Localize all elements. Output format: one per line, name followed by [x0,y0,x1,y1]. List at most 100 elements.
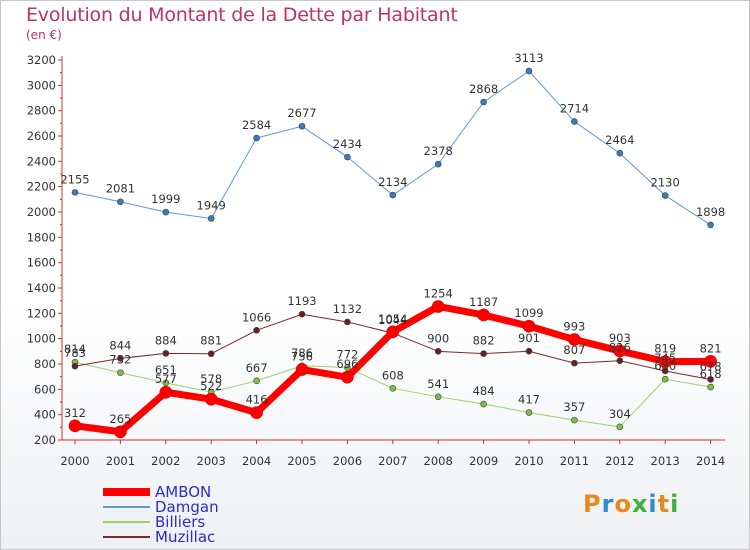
data-label-billiers: 618 [700,367,722,381]
data-point-ambon [568,333,581,346]
x-tick-label: 2008 [424,454,453,468]
data-label-billiers: 608 [382,368,404,382]
data-label-ambon: 819 [654,342,676,356]
data-point-billiers [162,379,170,387]
data-label-ambon: 416 [246,393,268,407]
data-label-damgan: 2130 [651,176,680,190]
y-tick-label: 2400 [27,154,56,168]
data-point-muzillac [298,310,306,318]
data-label-muzillac: 1066 [242,310,271,324]
x-tick-label: 2001 [106,454,135,468]
data-point-damgan [707,221,714,229]
x-tick-label: 2004 [242,454,271,468]
data-point-damgan [344,153,351,161]
data-point-muzillac [571,359,578,367]
data-point-damgan [117,198,124,206]
data-label-ambon: 821 [700,341,722,355]
data-label-muzillac: 678 [700,359,722,373]
data-point-muzillac [661,367,669,375]
data-label-damgan: 1898 [696,205,725,219]
data-label-damgan: 2714 [560,102,589,116]
legend-label-ambon: AMBON [155,483,211,501]
y-tick-label: 2800 [27,104,56,118]
data-point-ambon [159,385,173,399]
data-point-billiers [707,383,714,391]
data-point-billiers [344,364,351,371]
data-label-muzillac: 881 [200,334,222,348]
data-label-billiers: 484 [473,384,495,398]
data-point-damgan [71,189,79,196]
data-point-muzillac [253,327,260,334]
data-point-damgan [298,122,306,130]
data-point-damgan [571,118,578,125]
data-label-ambon: 577 [155,372,177,386]
x-tick-label: 2005 [287,454,316,468]
data-label-damgan: 2378 [424,144,453,158]
y-tick-label: 2000 [27,205,56,219]
data-point-muzillac [71,362,79,370]
data-label-muzillac: 900 [427,331,449,345]
data-label-damgan: 1999 [151,192,180,206]
data-label-billiers: 417 [518,393,540,407]
x-tick-label: 2006 [333,454,362,468]
data-point-billiers [389,385,397,392]
data-label-muzillac: 844 [109,338,131,352]
y-tick-label: 1400 [27,281,56,295]
x-tick-label: 2007 [378,454,407,468]
data-point-billiers [571,416,578,424]
logo-letter: t [657,490,671,518]
data-label-ambon: 1187 [469,295,498,309]
data-point-billiers [616,423,624,431]
x-tick-label: 2009 [469,454,498,468]
y-tick-label: 1000 [27,332,56,346]
data-point-ambon [658,355,672,368]
data-label-muzillac: 807 [563,343,585,357]
data-label-billiers: 732 [109,353,131,367]
data-label-damgan: 1949 [197,198,226,212]
data-point-ambon [386,325,400,339]
data-label-muzillac: 1044 [378,313,407,327]
data-label-ambon: 756 [291,350,313,364]
data-label-billiers: 772 [336,348,358,362]
data-label-billiers: 541 [427,377,449,391]
data-label-muzillac: 826 [609,341,631,355]
logo-letter: i [670,490,680,518]
data-point-muzillac [117,355,124,362]
y-tick-label: 400 [34,408,56,422]
data-label-muzillac: 1193 [287,294,316,308]
data-label-billiers: 667 [246,361,268,375]
data-label-ambon: 1254 [424,286,453,300]
data-point-ambon [204,392,218,406]
data-label-ambon: 265 [109,412,131,426]
legend-label-damgan: Damgan [155,498,219,516]
y-tick-label: 3000 [27,78,56,92]
chart-title: Evolution du Montant de la Dette par Hab… [26,4,458,26]
data-label-damgan: 2584 [242,118,271,132]
data-point-muzillac [707,376,714,383]
data-point-ambon [295,363,309,376]
y-tick-label: 1800 [27,230,56,244]
data-point-muzillac [616,357,624,365]
y-tick-label: 1600 [27,256,56,270]
y-tick-label: 2600 [27,129,56,143]
data-label-billiers: 651 [155,363,177,377]
data-point-ambon [68,419,82,433]
logo-letter: P [583,490,602,518]
data-label-ambon: 903 [609,331,631,345]
data-label-damgan: 2155 [60,172,89,186]
logo-letter: x [631,490,649,518]
data-point-ambon [431,300,445,313]
data-label-ambon: 522 [200,379,222,393]
logo-letter: o [614,490,632,518]
x-tick-label: 2011 [560,454,589,468]
data-point-damgan [661,192,669,199]
data-point-muzillac [480,350,487,357]
y-tick-label: 800 [34,357,56,371]
proxiti-logo: Proxiti [583,490,679,518]
data-point-damgan [162,208,170,216]
data-point-ambon [704,355,717,368]
data-label-ambon: 312 [64,406,86,420]
data-point-ambon [613,344,627,358]
